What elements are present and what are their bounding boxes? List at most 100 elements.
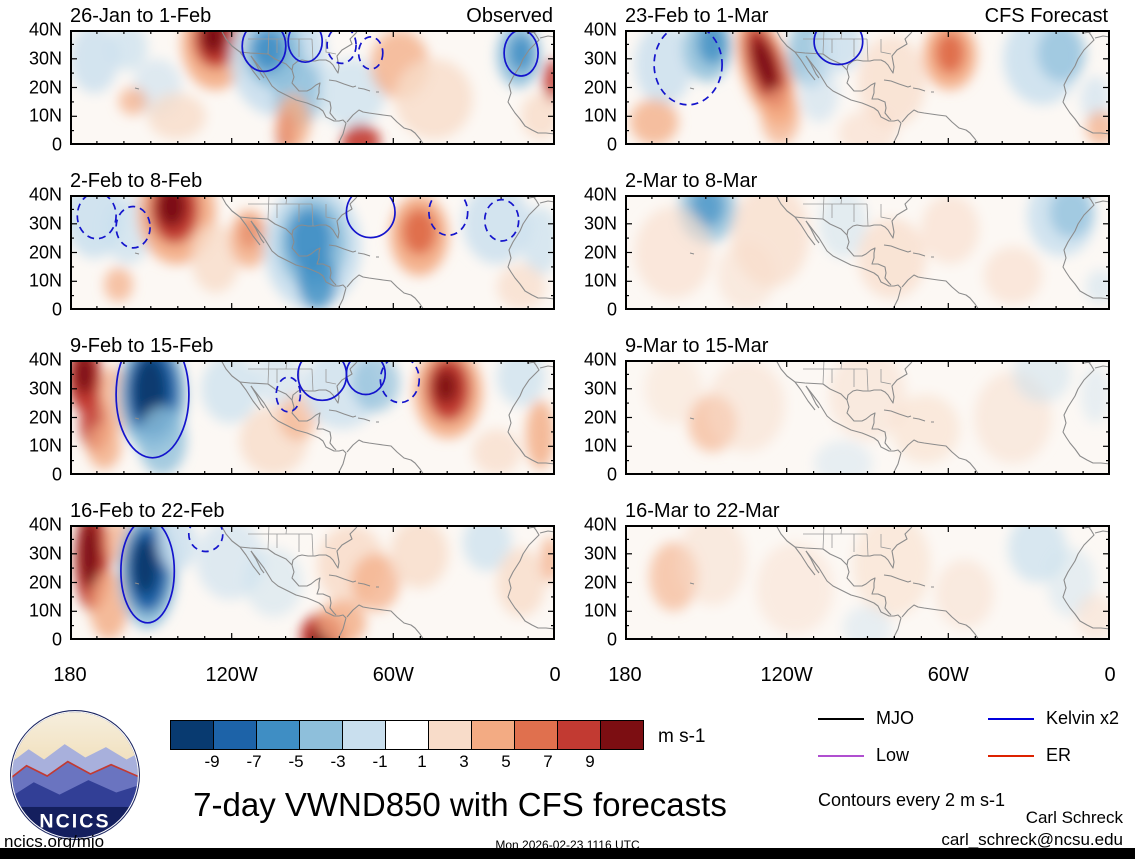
map-panel bbox=[70, 195, 555, 310]
y-tick-label: 10N bbox=[28, 600, 62, 621]
legend-label: Low bbox=[876, 745, 910, 765]
x-tick-label: 120W bbox=[205, 664, 258, 686]
y-tick-label: 30N bbox=[583, 48, 617, 69]
colorbar-cell bbox=[300, 721, 343, 749]
colorbar-tick-label: -7 bbox=[246, 752, 262, 771]
colorbar-cell bbox=[472, 721, 515, 749]
y-tick-label: 40N bbox=[583, 514, 617, 535]
x-axis-labels: 180 120W 60W 0 bbox=[608, 660, 1115, 688]
map-panel bbox=[70, 360, 555, 475]
legend-label: MJO bbox=[876, 708, 914, 728]
y-tick-label: 40N bbox=[583, 184, 617, 205]
panel-block: 16-Feb to 22-Feb 40N 30N 20N 10N 0 bbox=[0, 495, 555, 660]
colorbar-cell bbox=[515, 721, 558, 749]
map-container bbox=[625, 30, 1110, 145]
y-tick-label: 0 bbox=[606, 464, 617, 485]
x-tick-label: 60W bbox=[927, 664, 969, 686]
y-tick-label: 30N bbox=[28, 378, 62, 399]
y-tick-label: 30N bbox=[583, 543, 617, 564]
panel-block: 23-Feb to 1-Mar CFS Forecast 40N 30N 20N 10N 0 bbox=[555, 0, 1110, 165]
y-axis-labels: 40N 30N 20N 10N 0 bbox=[0, 515, 70, 650]
y-tick-label: 0 bbox=[51, 464, 62, 485]
panel-title: 23-Feb to 1-Mar bbox=[625, 5, 769, 27]
legend-line-icon bbox=[818, 717, 864, 720]
panel-title: 16-Mar to 22-Mar bbox=[625, 500, 780, 522]
ncics-logo: NCICS bbox=[8, 708, 142, 847]
y-tick-label: 40N bbox=[583, 19, 617, 40]
y-tick-label: 0 bbox=[606, 134, 617, 155]
y-axis-labels: 40N 30N 20N 10N 0 bbox=[555, 350, 625, 485]
y-tick-label: 30N bbox=[28, 213, 62, 234]
panel-block: 2-Feb to 8-Feb 40N 30N 20N 10N 0 bbox=[0, 165, 555, 330]
y-tick-label: 30N bbox=[28, 543, 62, 564]
colorbar-tick-label: 7 bbox=[543, 752, 553, 771]
panel-block: 26-Jan to 1-Feb Observed 40N 30N 20N 10N 0 bbox=[0, 0, 555, 165]
wave-legend: MJO Kelvin x2 Low ER bbox=[818, 708, 1135, 766]
map-panel bbox=[625, 195, 1110, 310]
colorbar-cell bbox=[429, 721, 472, 749]
y-tick-label: 10N bbox=[28, 270, 62, 291]
y-tick-label: 20N bbox=[28, 77, 62, 97]
panel-title: 26-Jan to 1-Feb bbox=[70, 5, 212, 27]
panel-block: 16-Mar to 22-Mar 40N 30N 20N 10N 0 bbox=[555, 495, 1110, 660]
colorbar-tick-label: -5 bbox=[288, 752, 304, 771]
y-axis-labels: 40N 30N 20N 10N 0 bbox=[555, 20, 625, 155]
y-tick-label: 0 bbox=[51, 134, 62, 155]
y-axis-labels: 40N 30N 20N 10N 0 bbox=[0, 20, 70, 155]
colorbar-cell bbox=[601, 721, 643, 749]
observed-column: 26-Jan to 1-Feb Observed 40N 30N 20N 10N 0 2-Fe… bbox=[0, 0, 561, 688]
y-tick-label: 30N bbox=[583, 213, 617, 234]
y-tick-label: 20N bbox=[28, 572, 62, 592]
panel-block: 2-Mar to 8-Mar 40N 30N 20N 10N 0 bbox=[555, 165, 1110, 330]
colorbar-cell bbox=[386, 721, 429, 749]
colorbar-cell bbox=[171, 721, 214, 749]
panel-title: 2-Feb to 8-Feb bbox=[70, 170, 203, 192]
colorbar-tick-label: -9 bbox=[204, 752, 220, 771]
legend-line-icon bbox=[988, 717, 1034, 720]
map-container bbox=[70, 525, 555, 640]
panel-title: 9-Feb to 15-Feb bbox=[70, 335, 214, 357]
y-axis-labels: 40N 30N 20N 10N 0 bbox=[555, 515, 625, 650]
legend-label: Kelvin x2 bbox=[1046, 708, 1120, 728]
legend-line-icon bbox=[818, 754, 864, 757]
panel-corner-label: CFS Forecast bbox=[984, 5, 1108, 27]
map-container bbox=[625, 195, 1110, 310]
x-tick-label: 180 bbox=[608, 664, 642, 686]
panel-title: 9-Mar to 15-Mar bbox=[625, 335, 769, 357]
forecast-column: 23-Feb to 1-Mar CFS Forecast 40N 30N 20N 10N 0… bbox=[555, 0, 1116, 688]
y-tick-label: 0 bbox=[606, 299, 617, 320]
map-container bbox=[625, 360, 1110, 475]
legend-line-icon bbox=[988, 754, 1034, 757]
colorbar-tick-label: 1 bbox=[417, 752, 427, 771]
y-tick-label: 20N bbox=[583, 77, 617, 97]
y-axis-labels: 40N 30N 20N 10N 0 bbox=[0, 350, 70, 485]
colorbar-cell bbox=[343, 721, 386, 749]
colorbar-tick-label: 3 bbox=[459, 752, 469, 771]
colorbar-tick-label: -1 bbox=[372, 752, 388, 771]
y-tick-label: 30N bbox=[28, 48, 62, 69]
y-tick-label: 10N bbox=[583, 600, 617, 621]
map-container bbox=[70, 30, 555, 145]
x-tick-label: 0 bbox=[1104, 664, 1116, 686]
colorbar-tick-label: 5 bbox=[501, 752, 511, 771]
y-tick-label: 0 bbox=[51, 299, 62, 320]
footer-email: carl_schreck@ncsu.edu bbox=[941, 830, 1123, 849]
x-tick-label: 60W bbox=[372, 664, 414, 686]
y-tick-label: 20N bbox=[583, 572, 617, 592]
bottom-bar bbox=[0, 848, 1135, 859]
y-tick-label: 30N bbox=[583, 378, 617, 399]
colorbar-tick-label: -3 bbox=[330, 752, 346, 771]
figure-title: 7-day VWND850 with CFS forecasts bbox=[193, 786, 727, 823]
colorbar-cell bbox=[214, 721, 257, 749]
legend-item: Low bbox=[818, 745, 988, 766]
panels-grid: 26-Jan to 1-Feb Observed 40N 30N 20N 10N 0 2-Fe… bbox=[0, 0, 1116, 688]
y-tick-label: 10N bbox=[28, 435, 62, 456]
colorbar-cell bbox=[558, 721, 601, 749]
legend-item: MJO bbox=[818, 708, 988, 729]
y-tick-label: 0 bbox=[51, 629, 62, 650]
x-tick-label: 120W bbox=[760, 664, 813, 686]
map-panel bbox=[70, 525, 555, 640]
ncics-logo-text: NCICS bbox=[39, 811, 110, 833]
y-tick-label: 20N bbox=[28, 242, 62, 262]
panel-title: 2-Mar to 8-Mar bbox=[625, 170, 758, 192]
